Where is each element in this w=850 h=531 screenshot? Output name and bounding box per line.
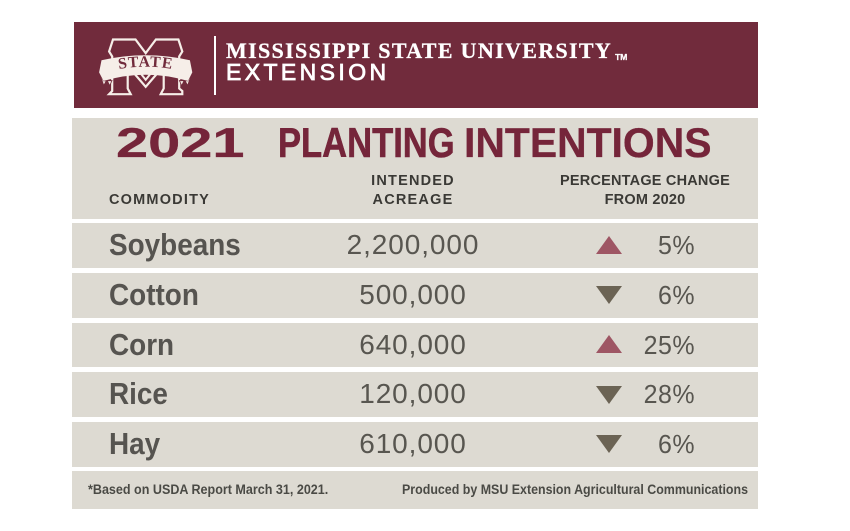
svg-text:STATE: STATE (117, 54, 174, 73)
